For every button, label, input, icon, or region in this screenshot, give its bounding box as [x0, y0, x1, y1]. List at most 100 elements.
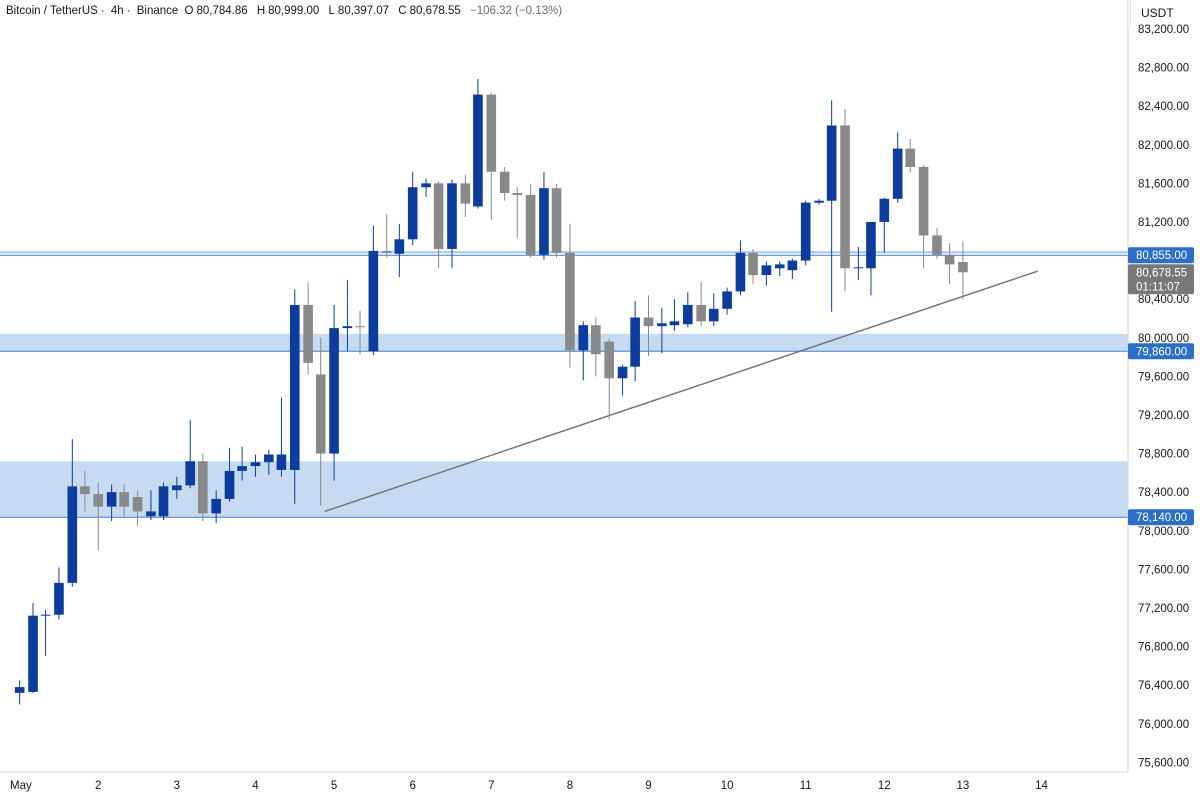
ohlc-close: C 80,678.55: [398, 5, 461, 17]
candle-body: [106, 492, 117, 507]
y-tick-label: 77,200.00: [1138, 603, 1189, 615]
level-tag-2: [1128, 509, 1194, 526]
candle-body: [421, 183, 431, 188]
x-tick-label: 6: [409, 780, 415, 792]
trendline: [324, 270, 1038, 513]
candle-body: [879, 198, 890, 222]
y-tick-label: 82,400.00: [1138, 101, 1189, 113]
candle-body: [381, 250, 392, 253]
candle-body: [342, 326, 353, 329]
candle-body: [826, 125, 837, 201]
candle: [93, 482, 104, 551]
symbol-name[interactable]: Bitcoin / TetherUS: [6, 5, 98, 17]
candle-body: [28, 615, 38, 692]
candle: [787, 258, 798, 279]
candle-body: [289, 304, 300, 470]
candle-body: [853, 267, 864, 269]
candle-body: [172, 485, 182, 491]
candle-body: [447, 183, 457, 249]
candle-body: [224, 470, 235, 499]
candle: [315, 337, 326, 506]
y-tick-label: 79,200.00: [1138, 410, 1189, 422]
candle-body: [67, 486, 78, 583]
candle-body: [460, 183, 471, 204]
y-tick-label: 82,000.00: [1138, 140, 1189, 152]
candle: [80, 470, 90, 512]
candle-body: [840, 125, 850, 269]
candle-body: [748, 252, 758, 276]
candle-body: [368, 250, 379, 352]
candle: [342, 279, 353, 352]
candle: [197, 453, 208, 522]
candle-body: [146, 511, 156, 517]
candle: [499, 166, 510, 201]
candle-body: [800, 202, 811, 261]
zone-0: [0, 333, 1128, 352]
y-tick-label: 79,600.00: [1138, 371, 1189, 383]
ohlc-low: L 80,397.07: [328, 5, 390, 17]
candle: [591, 317, 601, 377]
candle: [447, 179, 457, 269]
candle-body: [185, 461, 196, 486]
candle-body: [394, 239, 405, 254]
candle-body: [407, 187, 418, 240]
y-tick-label: 81,200.00: [1138, 217, 1189, 229]
candle-body: [132, 496, 143, 512]
currency-label[interactable]: USDT: [1130, 0, 1190, 26]
candle: [748, 248, 758, 284]
x-tick-label: 11: [800, 780, 812, 792]
levels-layer: [0, 251, 1128, 518]
candle: [617, 364, 628, 396]
y-tick-label: 75,600.00: [1138, 757, 1189, 769]
candle: [578, 321, 589, 381]
candle-body: [473, 94, 483, 207]
candle: [106, 484, 117, 522]
price-tags-layer: 80,855.00 79,860.00 78,140.00 80,678.55 01:1…: [1128, 247, 1194, 526]
last-price-tag: [1128, 264, 1194, 295]
candle: [774, 261, 785, 276]
candle: [866, 221, 876, 296]
candle-body: [93, 494, 104, 507]
candle-body: [14, 687, 25, 693]
candle: [551, 184, 562, 258]
y-tick-label: 76,800.00: [1138, 642, 1189, 654]
candle-body: [905, 148, 916, 167]
interval[interactable]: 4h: [110, 5, 124, 17]
candle: [879, 197, 890, 253]
candle-body: [932, 235, 942, 255]
countdown-label: 01:11:07: [1136, 281, 1180, 293]
candle: [67, 439, 78, 587]
candle-body: [486, 94, 497, 172]
candle-body: [722, 291, 732, 309]
candle: [14, 680, 25, 705]
candle: [421, 178, 431, 197]
x-tick-label: 2: [95, 780, 101, 792]
candle: [682, 292, 693, 328]
y-tick-label: 80,000.00: [1138, 333, 1189, 345]
candle-body: [433, 183, 444, 249]
candle: [669, 299, 680, 331]
candle-body: [643, 317, 654, 327]
candle-body: [866, 221, 876, 269]
candle: [185, 419, 196, 489]
candle-body: [696, 304, 706, 322]
candle: [158, 482, 169, 521]
candle-body: [197, 461, 208, 514]
candle-body: [40, 614, 51, 616]
x-tick-label: 5: [331, 780, 337, 792]
last-price-label: 80,678.55: [1136, 267, 1187, 279]
candle: [433, 181, 444, 269]
y-tick-label: 83,200.00: [1138, 24, 1189, 36]
y-tick-label: 81,600.00: [1138, 178, 1189, 190]
candle-body: [814, 200, 824, 203]
candle-body: [158, 486, 169, 517]
candles-layer: [14, 79, 968, 705]
candle-body: [499, 171, 510, 193]
level-tag-label: 79,860.00: [1136, 346, 1187, 358]
candle-body: [512, 193, 523, 195]
candle-body: [604, 341, 615, 379]
candle: [368, 225, 379, 356]
candle: [892, 132, 903, 203]
level-tag-1: [1128, 343, 1194, 360]
